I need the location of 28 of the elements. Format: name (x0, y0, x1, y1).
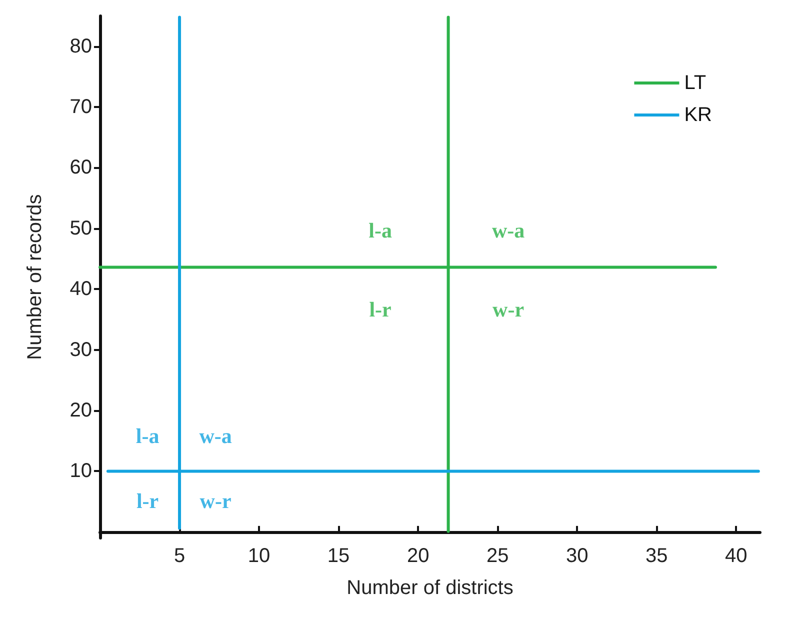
y-tick-label: 80 (70, 35, 92, 58)
legend-label: LT (684, 72, 706, 94)
annotation: l-r (369, 297, 392, 322)
y-tick-label: 10 (70, 460, 92, 482)
annotation: w-r (200, 489, 232, 514)
y-tick-label: 60 (70, 156, 92, 179)
annotation: w-a (492, 218, 526, 242)
annotation: l-a (136, 424, 160, 448)
x-tick-label: 30 (566, 545, 588, 567)
x-tick-label: 15 (327, 545, 350, 567)
x-tick-label: 25 (486, 545, 509, 567)
legend-label: KR (684, 104, 712, 126)
annotation: l-a (368, 218, 392, 242)
y-tick-label: 40 (70, 278, 92, 300)
annotation: w-a (199, 424, 232, 448)
y-tick-label: 70 (70, 96, 92, 118)
x-tick-label: 35 (646, 545, 668, 567)
y-tick-label: 20 (70, 400, 92, 422)
x-axis-title: Number of districts (346, 577, 514, 599)
x-tick-label: 40 (725, 545, 748, 567)
annotation: l-r (136, 489, 159, 514)
y-tick-label: 50 (70, 217, 92, 240)
x-tick-label: 20 (406, 545, 430, 567)
x-tick-label: 5 (174, 545, 186, 567)
annotation: w-r (492, 297, 524, 322)
x-tick-label: 10 (248, 545, 270, 567)
y-axis-title: Number of records (24, 194, 46, 360)
y-tick-label: 30 (70, 338, 92, 361)
